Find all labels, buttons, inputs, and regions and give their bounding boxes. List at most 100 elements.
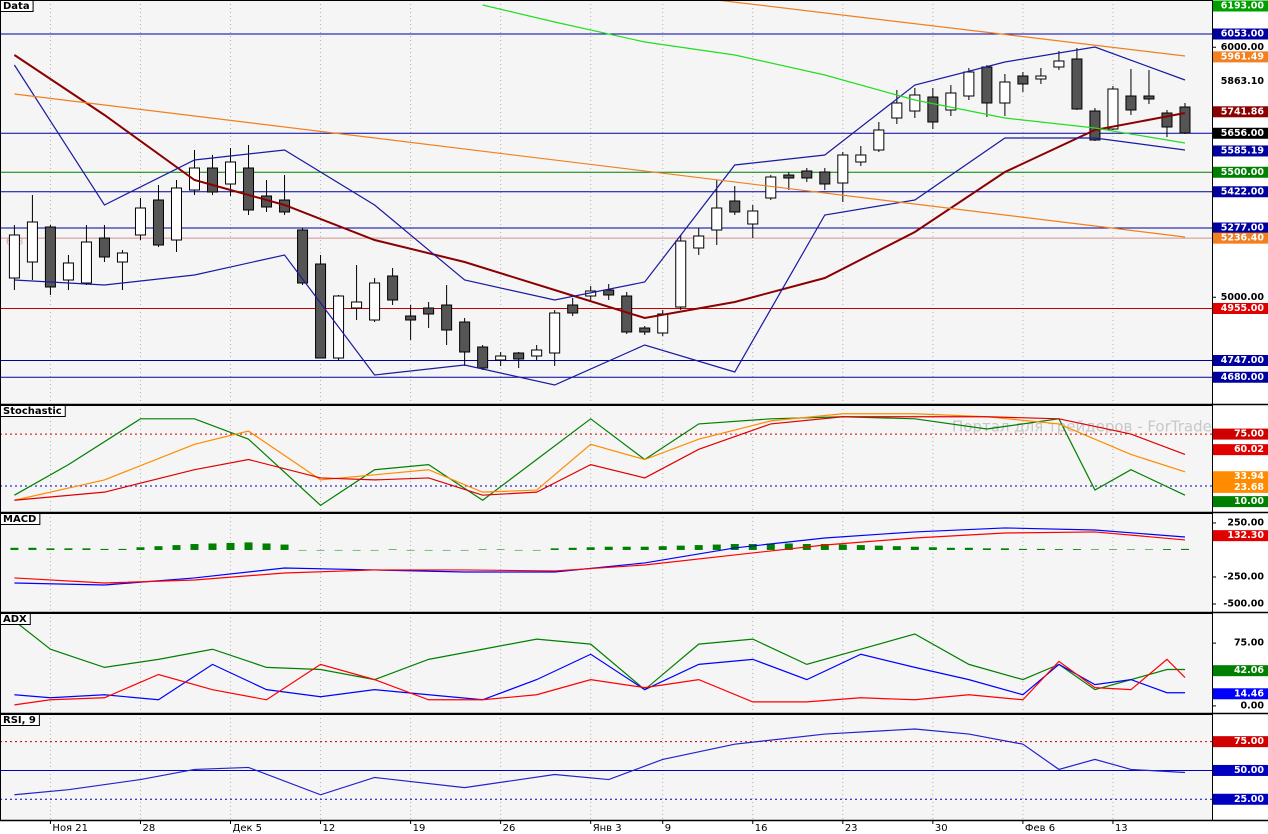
price-marker-label: 75.00 [1234,736,1264,747]
candle-body [225,161,237,185]
price-marker-label: 4680.00 [1221,372,1265,383]
histogram-bar [226,542,235,550]
plot-area [0,714,1212,820]
candle-body [1179,106,1191,134]
candle-body [1053,60,1065,68]
x-tick-label: 28 [142,823,155,834]
histogram-bar [46,548,55,550]
histogram-bar [820,544,829,550]
candle-body [423,307,435,315]
histogram-bar [460,549,469,551]
indicator-line [13,46,1186,301]
panel [0,513,1212,612]
histogram-bar [712,544,721,550]
candle-body [1071,58,1083,110]
candle-body [963,71,975,97]
candle-body [765,176,777,199]
histogram-bar [388,549,397,550]
candle-body [819,171,831,185]
candle-body [693,235,705,249]
x-tick-label: 16 [755,823,768,834]
histogram-bar [244,542,253,550]
price-marker [1213,222,1268,234]
candle-body [243,167,255,211]
x-tick-label: 30 [935,823,948,834]
price-marker-label: 25.00 [1234,794,1264,805]
price-marker [1213,106,1268,118]
price-marker [1213,444,1268,456]
candle-body [801,170,813,179]
histogram-bar [838,544,847,550]
panel: Портал для трейдеров - ForTrader.ru [0,405,1212,512]
price-marker [1213,51,1268,63]
candle-body [1017,75,1029,85]
indicator-line [14,137,1186,386]
histogram-bar [1162,549,1171,550]
histogram-bar [118,548,127,550]
candle-body [44,226,56,288]
candle-body [909,94,921,112]
price-marker-label: 75.00 [1234,429,1264,440]
x-tick-label: 23 [845,823,858,834]
x-tick-label: Янв 3 [593,823,622,834]
candle-body [26,221,38,263]
histogram-bar [1108,549,1117,550]
histogram-bar [10,547,19,550]
candle-body [1143,95,1155,100]
candle-body [477,346,489,369]
y-tick-label: 6000.00 [1221,42,1265,53]
price-marker-label: 132.30 [1227,530,1264,541]
price-marker-label: 5277.00 [1221,223,1265,234]
y-tick-label: -500.00 [1223,599,1264,610]
candle-body [999,81,1011,104]
price-marker-label: 5585.19 [1221,145,1264,156]
histogram-bar [1000,548,1009,550]
indicator-line [14,658,1186,706]
histogram-bar [514,549,523,551]
indicator-line [14,653,1185,701]
x-tick-label: 12 [323,823,336,834]
indicator-line [14,93,1186,238]
histogram-bar [1036,548,1045,550]
histogram-bar [1072,549,1081,550]
histogram-bar [28,547,37,550]
price-marker [1213,355,1268,366]
candle-body [729,200,741,213]
price-marker [1213,75,1268,87]
plot-area [0,513,1212,612]
histogram-bar [496,549,505,550]
panel-title: MACD [3,514,36,525]
histogram-bar [874,545,883,550]
candle-body [116,252,128,263]
price-marker-label: 14.46 [1234,688,1264,699]
candle-body [207,167,219,193]
y-tick-label: 0.00 [1241,700,1265,711]
panel-title-box [0,714,40,726]
panel-title-box [0,613,31,625]
x-tick-label: Фев 6 [1025,823,1055,834]
candle-body [549,312,561,354]
candle-body [927,96,939,123]
price-marker-label: 4747.00 [1221,355,1265,366]
candle-body [351,301,363,309]
price-marker-label: 5500.00 [1221,167,1265,178]
price-marker [1213,764,1268,776]
price-marker-label: 5422.00 [1221,186,1265,197]
histogram-bar [730,544,739,550]
candle-body [531,349,543,357]
price-marker [1213,145,1268,157]
price-marker-label: 42.06 [1234,665,1264,676]
histogram-bar [1126,549,1135,550]
price-marker-label: 6193.00 [1221,1,1265,12]
candle-body [1161,112,1173,128]
histogram-bar [280,544,289,550]
price-marker-label: 33.94 [1234,471,1264,482]
candle-body [441,304,453,331]
histogram-bar [1090,549,1099,550]
panel-title: Stochastic [3,406,62,417]
price-marker-label: 4955.00 [1221,303,1265,314]
price-marker [1213,232,1268,244]
candle-body [837,154,849,184]
panel-title: Data [3,1,30,12]
candle-body [603,289,615,296]
